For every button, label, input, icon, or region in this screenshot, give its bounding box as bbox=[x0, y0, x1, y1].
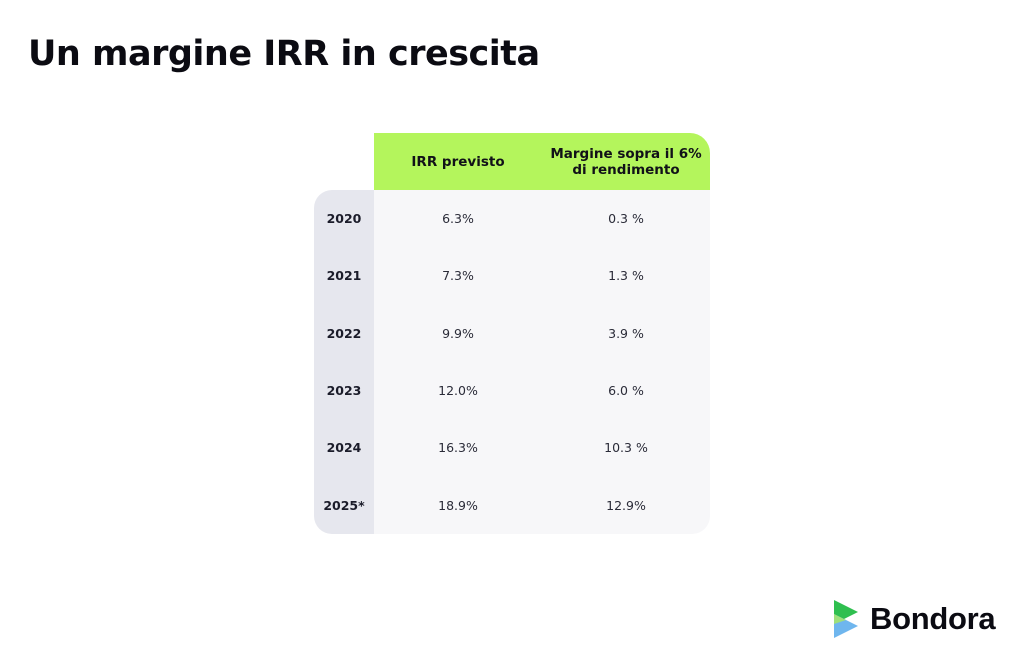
irr-cell: 6.3% bbox=[442, 211, 474, 227]
bondora-logo-icon bbox=[834, 600, 858, 638]
margin-cell: 6.0 % bbox=[608, 383, 644, 399]
irr-cell: 12.0% bbox=[438, 383, 478, 399]
irr-cell: 7.3% bbox=[442, 268, 474, 284]
header-margine: Margine sopra il 6% di rendimento bbox=[542, 133, 710, 190]
table-header-band bbox=[374, 133, 710, 190]
irr-cell: 18.9% bbox=[438, 497, 478, 513]
year-cell: 2021 bbox=[326, 268, 362, 284]
year-column-background bbox=[314, 190, 374, 534]
header-margine-line2: di rendimento bbox=[572, 161, 680, 178]
table-body-background bbox=[374, 190, 710, 534]
year-cell: 2020 bbox=[326, 211, 362, 227]
table-row: 2024 16.3% 10.3 % bbox=[314, 419, 710, 476]
irr-cell: 16.3% bbox=[438, 440, 478, 456]
bondora-logo-text: Bondora bbox=[870, 601, 996, 636]
table-row: 2025* 18.9% 12.9% bbox=[314, 477, 710, 534]
page-title: Un margine IRR in crescita bbox=[28, 34, 540, 74]
year-cell: 2024 bbox=[326, 440, 362, 456]
table-row: 2021 7.3% 1.3 % bbox=[314, 247, 710, 304]
bondora-logo: Bondora bbox=[832, 598, 996, 640]
year-cell: 2025* bbox=[323, 497, 365, 513]
margin-cell: 1.3 % bbox=[608, 268, 644, 284]
margin-cell: 0.3 % bbox=[608, 211, 644, 227]
header-margine-line1: Margine sopra il 6% bbox=[550, 145, 702, 162]
margin-cell: 12.9% bbox=[606, 497, 646, 513]
margin-cell: 10.3 % bbox=[604, 440, 648, 456]
table-rows: 2020 6.3% 0.3 % 2021 7.3% 1.3 % 2022 9.9… bbox=[314, 190, 710, 534]
header-irr-previsto: IRR previsto bbox=[411, 153, 505, 170]
margin-cell: 3.9 % bbox=[608, 325, 644, 341]
irr-cell: 9.9% bbox=[442, 325, 474, 341]
table-row: 2022 9.9% 3.9 % bbox=[314, 305, 710, 362]
year-cell: 2023 bbox=[326, 383, 362, 399]
irr-table: IRR previsto Margine sopra il 6% di rend… bbox=[314, 133, 710, 534]
table-row: 2020 6.3% 0.3 % bbox=[314, 190, 710, 247]
year-cell: 2022 bbox=[326, 325, 362, 341]
table-row: 2023 12.0% 6.0 % bbox=[314, 362, 710, 419]
